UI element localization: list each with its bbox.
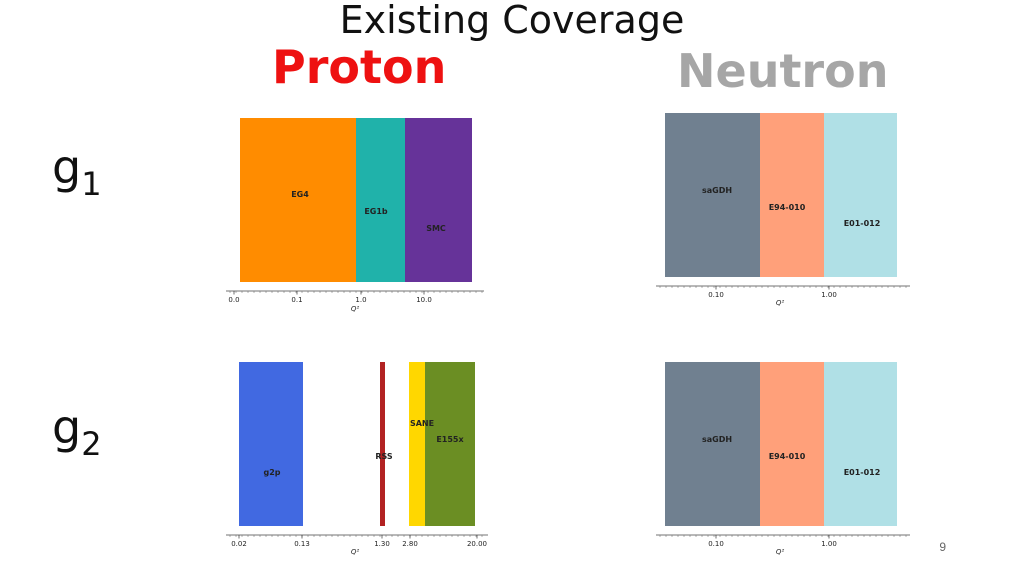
x-axis-label-g1-neutron: Q²: [776, 299, 785, 307]
row-label-g1: g1: [52, 140, 102, 203]
coverage-bar-g2-proton-sane: [409, 362, 425, 526]
tick-label-g1-proton: 0.1: [291, 296, 302, 304]
coverage-bar-g2-proton-e155x: [425, 362, 475, 526]
tick-label-g2-neutron: 1.00: [821, 540, 837, 548]
row-label-g1-sub: 1: [81, 165, 102, 203]
coverage-bar-g2-neutron-e01-012: [824, 362, 897, 526]
tick-label-g1-neutron: 0.10: [708, 291, 724, 299]
tick-label-g2-proton: 0.13: [294, 540, 310, 548]
segment-label-g1-proton-eg1b: EG1b: [364, 207, 388, 216]
coverage-bar-g2-proton-g2p: [239, 362, 303, 526]
segment-label-g1-neutron-e01-012: E01-012: [844, 219, 881, 228]
segment-label-g1-neutron-sagdh: saGDH: [702, 186, 732, 195]
coverage-bar-g2-proton-rss: [380, 362, 385, 526]
segment-label-g1-proton-smc: SMC: [426, 224, 446, 233]
tick-label-g1-proton: 1.0: [355, 296, 366, 304]
column-header-neutron: Neutron: [677, 44, 889, 98]
x-axis-label-g1-proton: Q²: [351, 305, 360, 313]
coverage-bar-g2-neutron-e94-010: [760, 362, 824, 526]
coverage-bar-g1-proton-eg4: [240, 118, 356, 282]
segment-label-g2-neutron-e94-010: E94-010: [769, 452, 806, 461]
tick-label-g1-proton: 0.0: [228, 296, 239, 304]
row-label-g2: g2: [52, 400, 102, 463]
page-number: 9: [939, 540, 946, 554]
slide-title: Existing Coverage: [339, 0, 685, 42]
row-label-g2-base: g: [52, 400, 82, 454]
coverage-bar-g2-neutron-sagdh: [665, 362, 760, 526]
coverage-bar-g1-proton-eg1b: [356, 118, 405, 282]
row-label-g1-base: g: [52, 140, 82, 194]
tick-label-g2-proton: 0.02: [231, 540, 247, 548]
segment-label-g2-proton-g2p: g2p: [263, 468, 280, 477]
segment-label-g2-proton-sane: SANE: [410, 419, 434, 428]
tick-label-g2-proton: 1.30: [374, 540, 390, 548]
row-label-g2-sub: 2: [81, 425, 102, 463]
segment-label-g1-proton-eg4: EG4: [291, 190, 309, 199]
coverage-bar-g1-neutron-sagdh: [665, 113, 760, 277]
tick-label-g2-proton: 2.80: [402, 540, 418, 548]
segment-label-g2-neutron-sagdh: saGDH: [702, 435, 732, 444]
coverage-bar-g1-neutron-e94-010: [760, 113, 824, 277]
segment-label-g2-proton-rss: RSS: [375, 452, 393, 461]
x-axis-label-g2-proton: Q²: [351, 548, 360, 556]
tick-label-g2-proton: 20.00: [467, 540, 487, 548]
tick-label-g1-neutron: 1.00: [821, 291, 837, 299]
segment-label-g2-proton-e155x: E155x: [436, 435, 464, 444]
segment-label-g2-neutron-e01-012: E01-012: [844, 468, 881, 477]
coverage-bar-g1-proton-smc: [405, 118, 472, 282]
column-header-proton: Proton: [272, 40, 447, 94]
coverage-bar-g1-neutron-e01-012: [824, 113, 897, 277]
tick-label-g2-neutron: 0.10: [708, 540, 724, 548]
x-axis-label-g2-neutron: Q²: [776, 548, 785, 556]
segment-label-g1-neutron-e94-010: E94-010: [769, 203, 806, 212]
tick-label-g1-proton: 10.0: [416, 296, 432, 304]
